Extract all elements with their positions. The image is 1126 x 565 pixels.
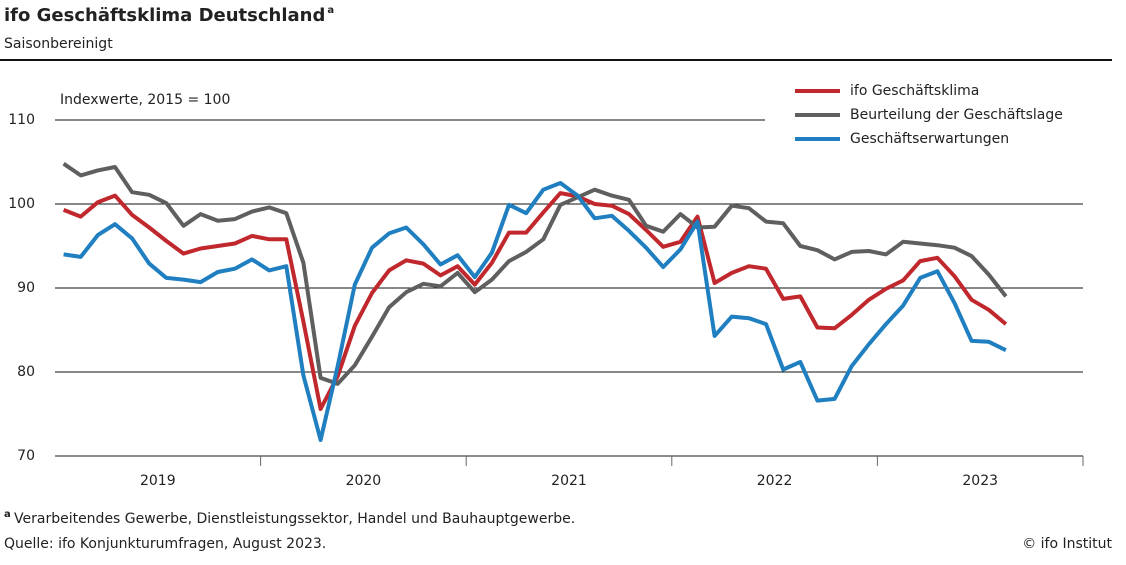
legend-label: Geschäftserwartungen [850, 131, 1009, 147]
series-line [62, 191, 1008, 411]
footnote: Verarbeitendes Gewerbe, Dienstleistungss… [14, 511, 575, 527]
x-tick-label: 2020 [346, 473, 382, 489]
y-tick-label: 110 [8, 112, 35, 128]
title-marker: a [327, 5, 334, 16]
footnote-marker: a [4, 509, 11, 520]
x-tick-label: 2023 [962, 473, 998, 489]
y-axis-label: Indexwerte, 2015 = 100 [60, 92, 230, 108]
x-tick-label: 2022 [757, 473, 793, 489]
y-tick-label: 100 [8, 196, 35, 212]
chart-title: ifo Geschäftsklima Deutschland [4, 5, 325, 26]
source: Quelle: ifo Konjunkturumfragen, August 2… [4, 536, 326, 552]
series-line [62, 162, 1008, 386]
series-line [63, 181, 1007, 442]
x-tick-label: 2019 [140, 473, 176, 489]
chart-subtitle: Saisonbereinigt [4, 36, 113, 52]
copyright: © ifo Institut [1022, 536, 1112, 552]
legend-label: Beurteilung der Geschäftslage [850, 107, 1063, 123]
y-tick-label: 80 [17, 364, 35, 380]
y-tick-label: 90 [17, 280, 35, 296]
x-tick-label: 2021 [551, 473, 587, 489]
legend-label: ifo Geschäftsklima [850, 83, 979, 99]
y-tick-label: 70 [17, 448, 35, 464]
